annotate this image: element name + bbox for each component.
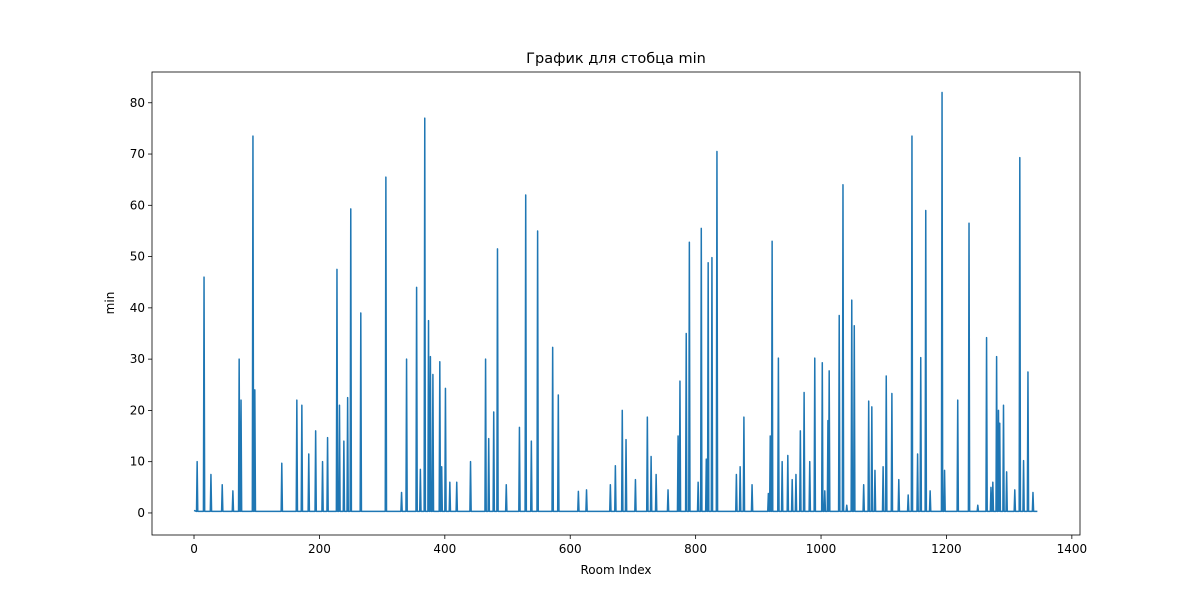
y-tick-label: 70 bbox=[130, 147, 145, 161]
x-tick-label: 200 bbox=[308, 542, 331, 556]
y-tick-label: 20 bbox=[130, 403, 145, 417]
plot-frame bbox=[151, 71, 1081, 536]
y-tick-label: 30 bbox=[130, 352, 145, 366]
y-tick-label: 60 bbox=[130, 198, 145, 212]
x-tick-label: 1200 bbox=[931, 542, 962, 556]
data-line bbox=[193, 91, 1038, 513]
chart-title: График для стобца min bbox=[526, 51, 706, 67]
x-tick-label: 0 bbox=[190, 542, 198, 556]
x-tick-label: 1000 bbox=[806, 542, 837, 556]
x-tick-label: 400 bbox=[433, 542, 456, 556]
y-tick-label: 50 bbox=[130, 250, 145, 264]
y-tick-label: 40 bbox=[130, 301, 145, 315]
y-tick-label: 80 bbox=[130, 96, 145, 110]
x-tick-label: 600 bbox=[559, 542, 582, 556]
y-tick-label: 0 bbox=[137, 506, 145, 520]
y-axis-label: min bbox=[103, 292, 117, 315]
x-tick-label: 1400 bbox=[1057, 542, 1088, 556]
y-tick-label: 10 bbox=[130, 455, 145, 469]
x-tick-label: 800 bbox=[684, 542, 707, 556]
x-axis-label: Room Index bbox=[580, 563, 651, 577]
